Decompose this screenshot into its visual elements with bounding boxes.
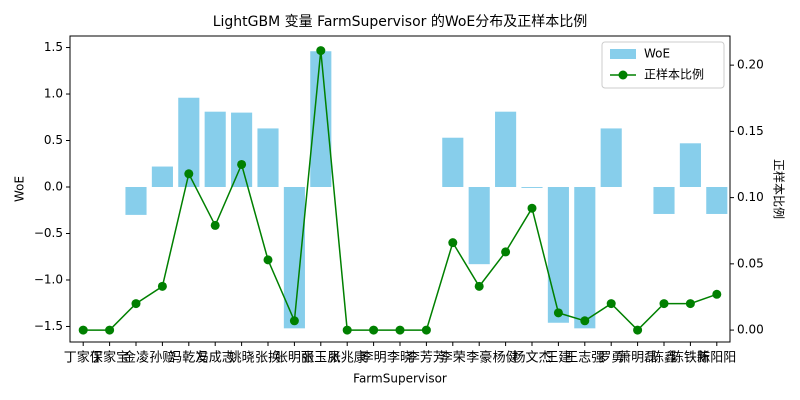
- bar: [257, 128, 279, 188]
- point: [210, 220, 220, 230]
- point: [606, 299, 616, 309]
- point: [421, 325, 431, 335]
- bar: [679, 143, 701, 188]
- x-tick-label: 张换: [255, 351, 281, 366]
- x-tick-label: 李明: [361, 351, 387, 366]
- point: [553, 308, 563, 318]
- bar: [442, 137, 464, 188]
- y2-tick-label: 0.00: [737, 323, 764, 337]
- x-tick-label: 陈鑫: [651, 350, 677, 366]
- x-tick-label: 李芳芳: [407, 351, 446, 366]
- plot-frame: [69, 35, 731, 343]
- y2-axis-label: 正样本比例: [772, 159, 787, 219]
- y2-tick-label: 0.20: [737, 58, 764, 72]
- y-tick-label: 0.0: [44, 180, 63, 194]
- point: [131, 299, 141, 309]
- x-tick-label: 李荣: [440, 351, 466, 366]
- point: [289, 316, 299, 326]
- point: [395, 325, 405, 335]
- bar: [283, 187, 305, 329]
- point: [105, 325, 115, 335]
- x-tick-label: 杨健: [493, 351, 519, 366]
- bar: [151, 166, 173, 188]
- x-tick-label: 李豪: [466, 350, 492, 366]
- point: [633, 325, 643, 335]
- legend-swatch: [610, 49, 636, 59]
- point: [316, 46, 326, 56]
- x-tick-label: 杨文杰: [512, 351, 551, 366]
- y-tick-label: 0.5: [44, 133, 63, 147]
- y2-tick-label: 0.15: [737, 124, 764, 138]
- bar: [468, 187, 490, 265]
- point: [448, 238, 458, 248]
- bar: [310, 51, 332, 188]
- point: [184, 169, 194, 179]
- y2-tick-label: 0.10: [737, 190, 764, 204]
- bar: [521, 187, 543, 188]
- x-tick-label: 陈阳阳: [697, 350, 736, 366]
- x-axis-label: FarmSupervisor: [353, 372, 447, 386]
- y-tick-label: 1.5: [44, 40, 63, 54]
- point: [659, 299, 669, 309]
- x-tick-label: 李晓: [387, 351, 413, 366]
- bar: [547, 187, 569, 323]
- point: [157, 281, 167, 291]
- y-axis-label: WoE: [13, 176, 27, 202]
- x-tick-label: 陈铁新: [671, 350, 710, 366]
- point: [712, 289, 722, 299]
- bar: [574, 187, 596, 329]
- chart-title: LightGBM 变量 FarmSupervisor 的WoE分布及正样本比例: [213, 14, 588, 30]
- x-tick-label: 张兆康: [328, 350, 367, 366]
- x-tick-label: 金凌: [123, 350, 149, 366]
- bar: [495, 111, 517, 188]
- x-tick-label: 丁家宝: [90, 350, 129, 366]
- y-tick-label: −1.0: [34, 272, 63, 286]
- y-tick-label: −1.5: [34, 319, 63, 333]
- x-tick-label: 冯乾友: [169, 350, 208, 366]
- y-tick-label: 1.0: [44, 87, 63, 101]
- point: [342, 325, 352, 335]
- point: [263, 255, 273, 265]
- legend-label: WoE: [644, 47, 670, 61]
- bar: [204, 111, 226, 188]
- point: [237, 159, 247, 169]
- bar: [178, 97, 200, 188]
- x-tick-label: 王建: [545, 351, 571, 366]
- legend-label: 正样本比例: [644, 67, 704, 82]
- x-tick-label: 冯成志: [196, 351, 235, 366]
- y2-tick-label: 0.05: [737, 256, 764, 270]
- point: [78, 325, 88, 335]
- y-tick-label: −0.5: [34, 226, 63, 240]
- x-tick-label: 张明丽: [275, 351, 314, 366]
- bar: [125, 187, 147, 215]
- bar: [600, 128, 622, 188]
- x-tick-label: 张玉凤: [301, 351, 340, 366]
- x-tick-label: 王志强: [565, 351, 604, 366]
- point: [369, 325, 379, 335]
- point: [580, 316, 590, 326]
- x-tick-label: 萧明磊: [618, 351, 657, 366]
- point: [474, 281, 484, 291]
- x-tick-label: 罗勇: [598, 351, 624, 366]
- bar: [653, 187, 675, 214]
- legend-swatch: [618, 70, 628, 80]
- x-tick-label: 丁家保: [64, 350, 103, 366]
- bar: [231, 112, 253, 188]
- point: [501, 247, 511, 257]
- x-tick-label: 孙赔: [149, 351, 175, 366]
- x-tick-label: 姚晓: [229, 351, 255, 366]
- point: [527, 203, 537, 213]
- bar: [706, 187, 728, 214]
- point: [685, 299, 695, 309]
